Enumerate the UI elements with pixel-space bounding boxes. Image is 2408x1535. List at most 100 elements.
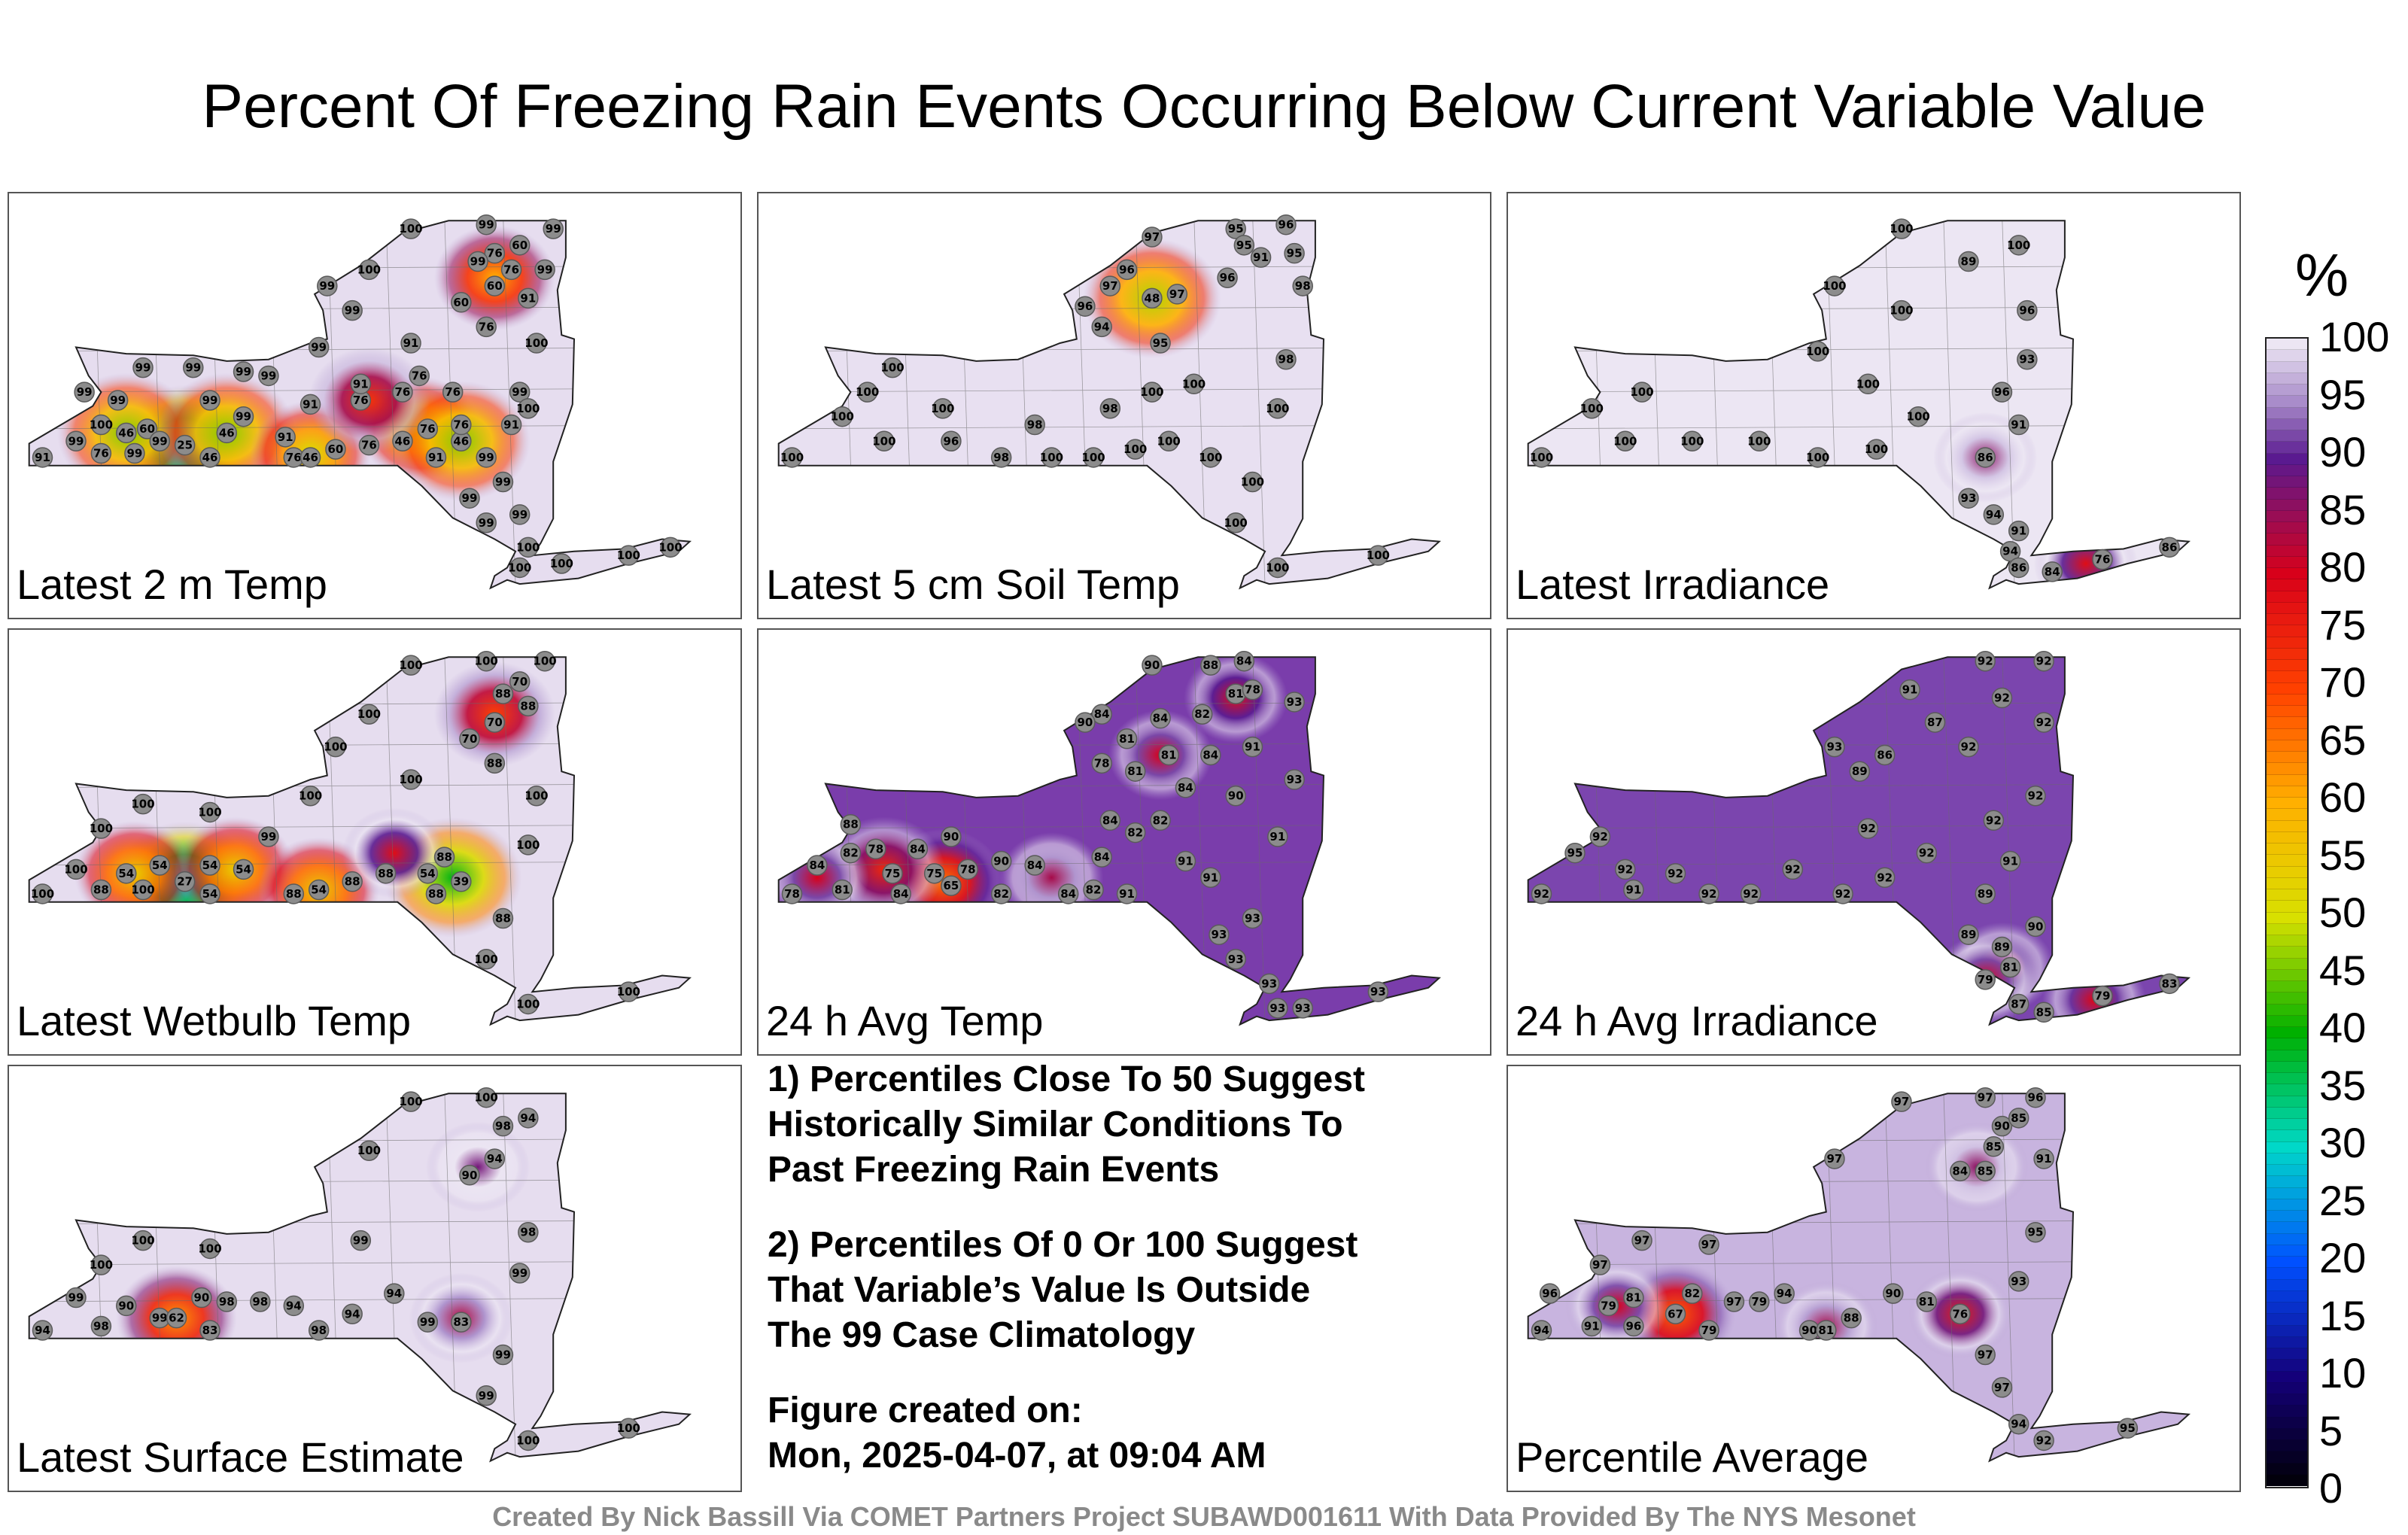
station-marker: 94 (1774, 1283, 1795, 1304)
station-value: 98 (520, 1226, 536, 1239)
station-dot (551, 553, 573, 574)
colorbar-band (2267, 1428, 2307, 1440)
colorbar-band (2267, 969, 2307, 981)
station-value: 84 (1027, 859, 1043, 872)
station-value: 96 (1077, 299, 1093, 313)
colorbar-band (2267, 866, 2307, 878)
station-marker: 94 (1091, 316, 1112, 338)
station-dot (299, 785, 321, 807)
colorbar-band (2267, 1211, 2307, 1223)
station-marker: 84 (1091, 704, 1112, 725)
station-dot (618, 545, 640, 566)
station-dot (1142, 226, 1163, 248)
station-value: 100 (658, 540, 682, 554)
stations: 92 95 92 92 91 92 92 92 92 92 92 92 92 93 89 86 87 91 92 92… (1531, 650, 2180, 1023)
station-value: 88 (428, 887, 444, 901)
station-marker: 78 (781, 883, 803, 904)
station-marker: 79 (1698, 1320, 1719, 1341)
station-value: 100 (516, 402, 540, 415)
station-dot (907, 838, 929, 860)
station-dot (233, 859, 254, 880)
station-marker: 100 (516, 398, 540, 419)
station-value: 92 (1785, 862, 1801, 876)
station-value: 100 (1580, 402, 1604, 415)
station-value: 85 (1986, 1140, 2002, 1154)
station-dot (90, 414, 112, 436)
station-marker: 100 (90, 818, 113, 839)
colorbar-tick-label: 40 (2319, 1004, 2367, 1051)
station-marker: 76 (2092, 549, 2113, 570)
station-dot (1615, 859, 1636, 880)
station-dot (1899, 679, 1920, 701)
station-value: 92 (1986, 813, 2002, 827)
station-value: 91 (2011, 524, 2026, 538)
station-dot (1589, 826, 1611, 847)
station-dot (317, 275, 338, 296)
station-marker: 95 (1233, 235, 1255, 256)
colorbar-band (2267, 843, 2307, 856)
station-marker: 78 (1242, 679, 1263, 701)
station-marker: 99 (476, 512, 497, 533)
station-marker: 88 (425, 883, 447, 904)
station-dot (484, 712, 506, 733)
colorbar-tick-label: 95 (2319, 370, 2367, 418)
colorbar-band (2267, 1474, 2307, 1486)
station-marker: 27 (174, 871, 196, 892)
station-dot (518, 1108, 539, 1129)
station-value: 99 (345, 304, 360, 318)
colorbar-band (2267, 947, 2307, 959)
colorbar-band (2267, 728, 2307, 740)
station-marker: 92 (2033, 650, 2054, 672)
colorbar-band (2267, 579, 2307, 591)
station-dot (90, 879, 112, 901)
station-dot (199, 855, 220, 876)
station-value: 86 (1877, 748, 1893, 761)
station-dot (484, 242, 506, 264)
station-dot (832, 879, 853, 901)
station-value: 100 (1856, 377, 1880, 391)
colorbar-band (2267, 1257, 2307, 1269)
station-value: 100 (780, 451, 804, 464)
station-dot (1698, 1234, 1719, 1255)
station-marker: 81 (1116, 728, 1138, 749)
station-dot (2025, 1221, 2046, 1243)
station-dot (2008, 1413, 2029, 1435)
colorbar-band (2267, 1463, 2307, 1475)
station-dot (484, 275, 506, 296)
station-dot (2042, 561, 2063, 582)
station-value: 92 (1701, 887, 1717, 901)
station-marker: 100 (357, 259, 381, 281)
station-marker: 93 (1225, 949, 1246, 970)
colorbar-band (2267, 602, 2307, 614)
station-marker: 99 (233, 406, 254, 427)
station-dot (2159, 536, 2180, 558)
station-value: 100 (1182, 377, 1206, 391)
station-dot (990, 447, 1012, 468)
station-marker: 92 (1698, 883, 1719, 904)
station-value: 90 (1801, 1324, 1817, 1337)
station-value: 96 (1119, 263, 1135, 276)
station-dot (325, 736, 346, 758)
station-marker: 97 (1099, 275, 1121, 296)
station-dot (1924, 712, 1946, 733)
station-marker: 84 (1175, 777, 1196, 798)
station-value: 91 (1584, 1320, 1600, 1333)
station-marker: 100 (1630, 381, 1654, 403)
station-value: 100 (1747, 434, 1771, 448)
station-value: 90 (462, 1169, 478, 1182)
colorbar-band (2267, 740, 2307, 752)
station-marker: 99 (107, 390, 129, 411)
colorbar-band (2267, 533, 2307, 546)
station-value: 70 (487, 716, 503, 729)
station-dot (199, 1238, 220, 1260)
station-marker: 89 (1958, 251, 1979, 272)
station-dot (1142, 381, 1163, 403)
station-marker: 99 (183, 357, 204, 378)
station-marker: 92 (1916, 842, 1938, 864)
station-dot (132, 1230, 154, 1251)
station-dot (400, 769, 421, 790)
station-value: 27 (177, 875, 193, 889)
station-marker: 100 (399, 218, 423, 239)
station-dot (199, 801, 220, 823)
